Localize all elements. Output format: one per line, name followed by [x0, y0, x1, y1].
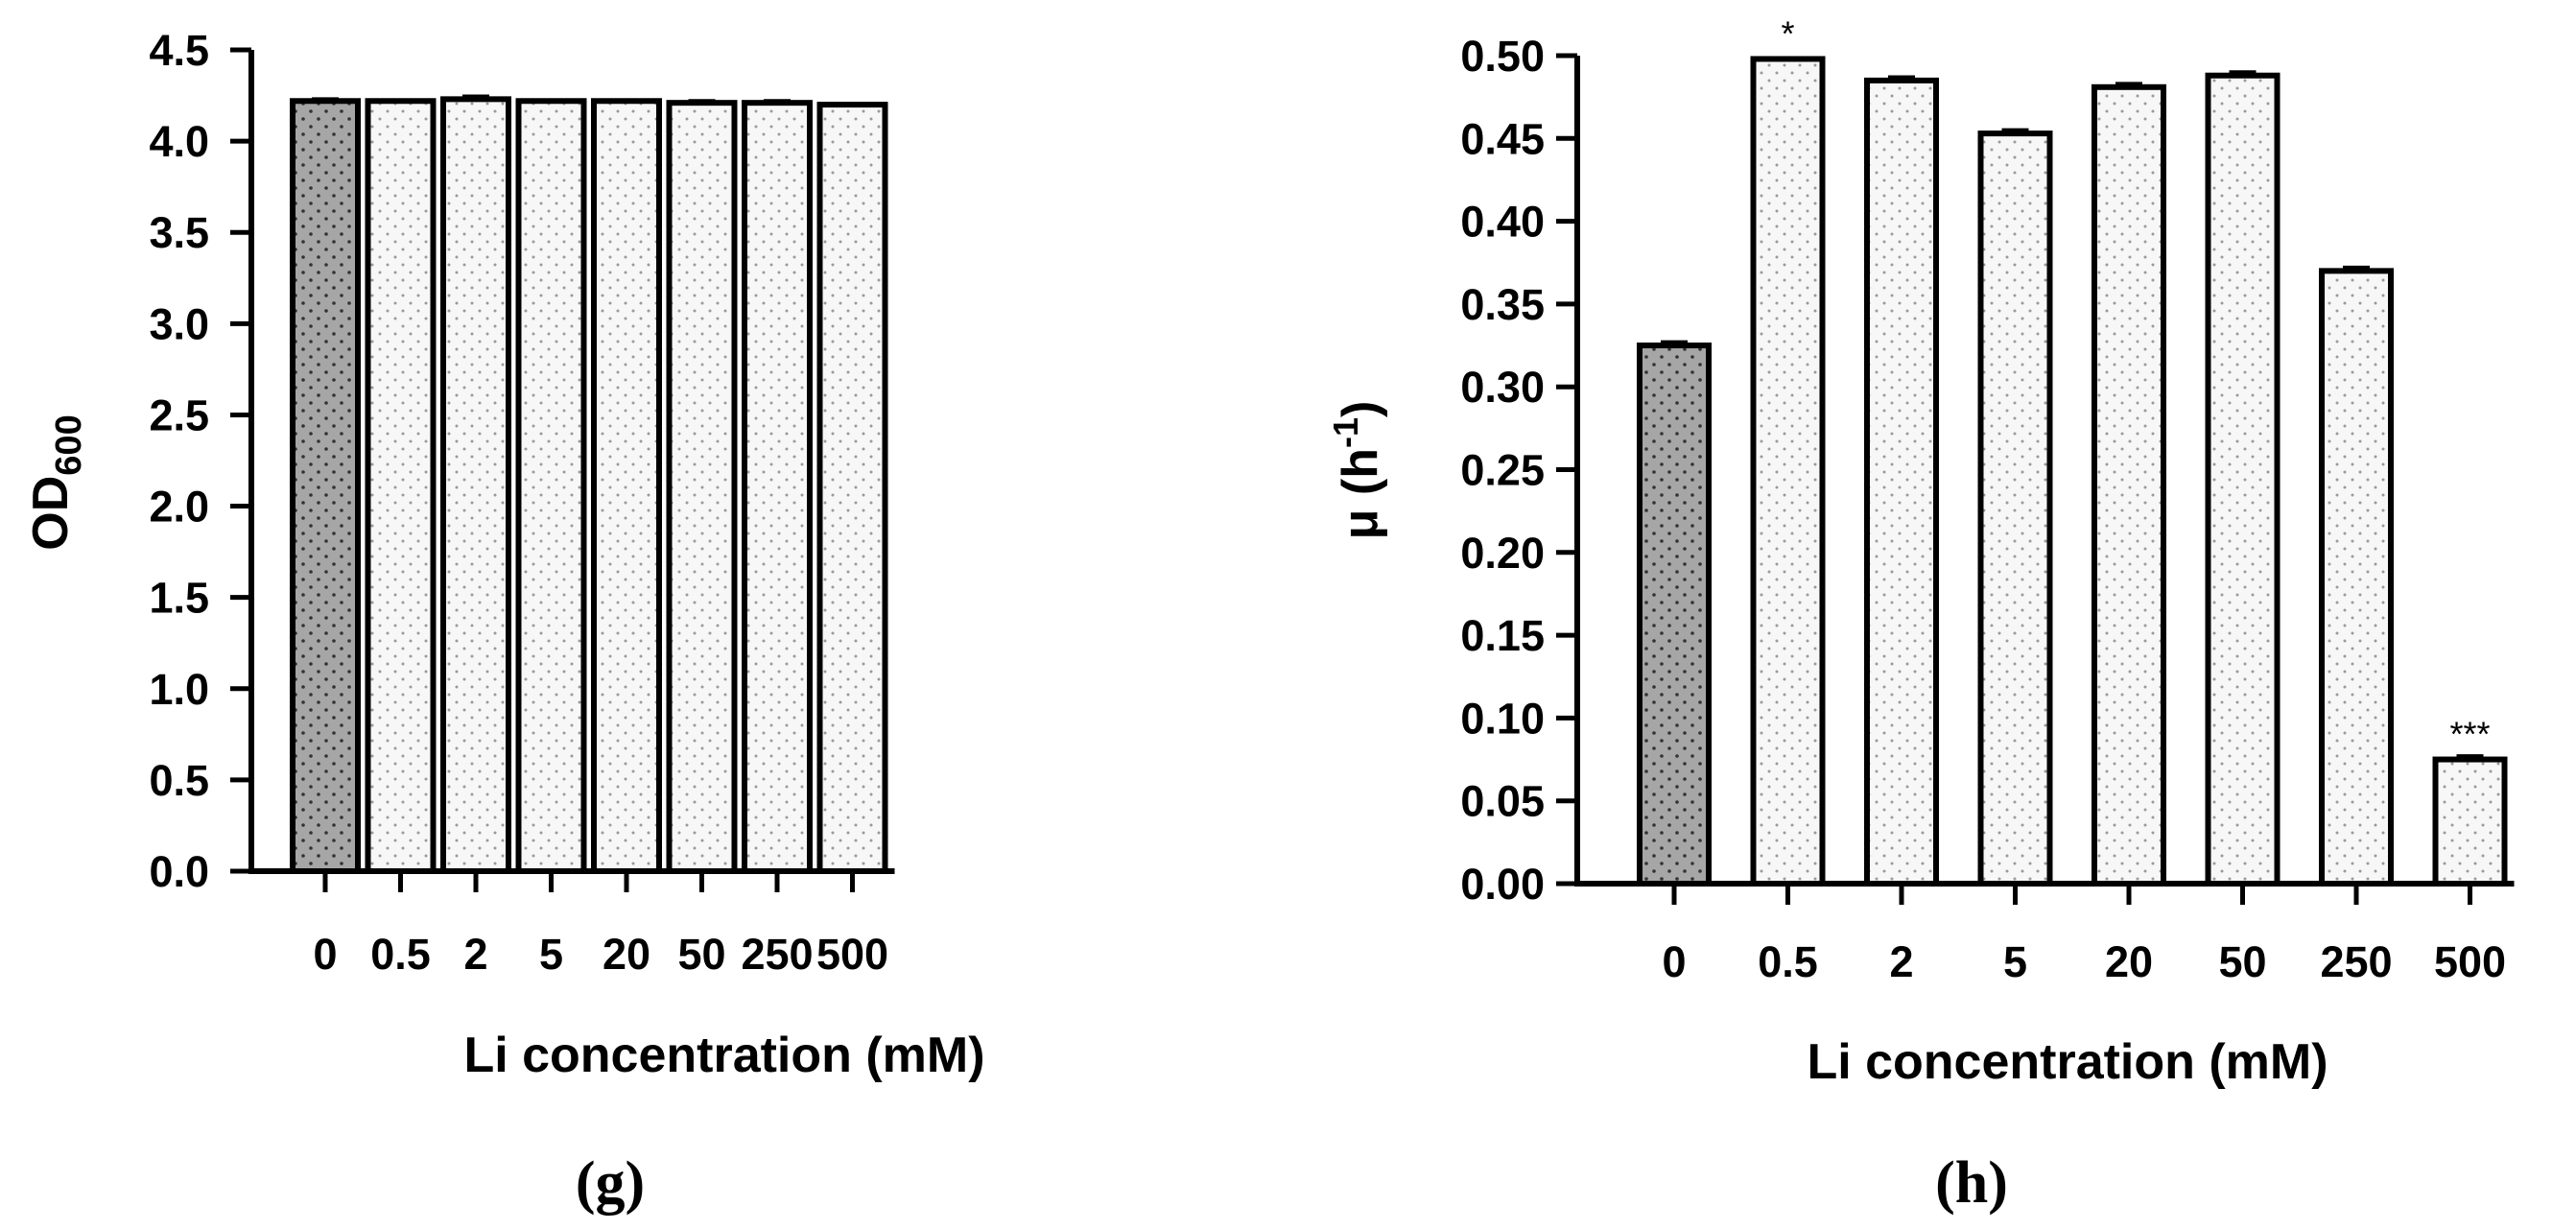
x-tick-label-h-0: 0	[1662, 937, 1686, 986]
y-tick-label-g-5: 2.5	[149, 390, 209, 439]
y-axis-title-g: OD600	[23, 414, 89, 550]
x-tick-label-g-5: 50	[677, 930, 725, 979]
y-tick-label-h-7: 0.35	[1460, 280, 1545, 329]
x-tick-label-g-6: 250	[741, 930, 813, 979]
x-tick-label-g-3: 5	[539, 930, 563, 979]
y-tick-label-h-1: 0.05	[1460, 777, 1545, 826]
y-tick-label-h-0: 0.00	[1460, 860, 1545, 909]
bar-h-250	[2319, 268, 2394, 887]
x-tick-label-h-4: 20	[2105, 937, 2153, 986]
y-tick-label-h-10: 0.50	[1460, 32, 1545, 81]
chart-panel-h: 0.00 0.05 0.10 0.15 0.20 0.25 0.30 0.35 0.40 0.45…	[1326, 13, 2515, 1216]
y-tick-label-h-3: 0.15	[1460, 611, 1545, 660]
bar-h-500	[2432, 756, 2508, 887]
bar-g-5	[515, 98, 587, 875]
bar-g-2	[440, 96, 511, 875]
bar-h-5	[1977, 130, 2053, 887]
y-axis-title-h: μ (h-1)	[1326, 401, 1388, 540]
x-tick-label-g-4: 20	[603, 930, 650, 979]
chart-panel-g: 0.0 0.5 1.0 1.5 2.0 2.5 3.0 3.5 4.0 4.5 0 0.5 2 5 20 50…	[23, 26, 985, 1216]
y-tick-label-h-2: 0.10	[1460, 694, 1545, 743]
y-tick-label-h-4: 0.20	[1460, 529, 1545, 578]
significance-h-0.5: *	[1781, 13, 1794, 53]
x-axis-title-g: Li concentration (mM)	[463, 1028, 984, 1083]
y-tick-label-g-2: 1.0	[149, 665, 209, 714]
bar-h-0.5	[1750, 56, 1826, 887]
x-tick-label-h-3: 5	[2003, 937, 2027, 986]
y-tick-label-h-9: 0.45	[1460, 114, 1545, 163]
x-tick-label-h-1: 0.5	[1758, 937, 1818, 986]
y-tick-label-g-3: 1.5	[149, 574, 209, 623]
significance-h-500: ***	[2449, 715, 2490, 754]
bar-h-50	[2205, 72, 2281, 887]
y-tick-label-g-1: 0.5	[149, 756, 209, 805]
bar-g-0	[290, 98, 361, 875]
y-tick-label-h-6: 0.30	[1460, 363, 1545, 412]
x-tick-label-h-2: 2	[1889, 937, 1913, 986]
panel-label-h: (h)	[1935, 1150, 2008, 1216]
panel-label-g: (g)	[576, 1150, 645, 1216]
plot-area-g: 0.0 0.5 1.0 1.5 2.0 2.5 3.0 3.5 4.0 4.5 0 0.5 2 5 20 50…	[149, 26, 895, 979]
bar-h-0	[1637, 343, 1712, 887]
y-axis-title-h-superscript: -1	[1326, 417, 1365, 448]
y-axis-title-g-main: OD	[23, 476, 79, 551]
y-tick-label-g-0: 0.0	[149, 847, 209, 896]
bar-h-20	[2092, 83, 2166, 887]
y-axis-title-h-tail: )	[1333, 401, 1388, 417]
plot-area-h: 0.00 0.05 0.10 0.15 0.20 0.25 0.30 0.35 0.40 0.45…	[1460, 13, 2515, 986]
x-tick-label-h-6: 250	[2320, 937, 2392, 986]
bar-g-20	[591, 98, 662, 875]
x-tick-label-g-2: 2	[463, 930, 487, 979]
y-tick-label-g-9: 4.5	[149, 26, 209, 75]
x-tick-label-h-7: 500	[2434, 937, 2506, 986]
bar-g-0.5	[365, 98, 437, 875]
x-tick-label-g-7: 500	[816, 930, 888, 979]
y-tick-label-g-8: 4.0	[149, 117, 209, 166]
y-tick-label-g-7: 3.5	[149, 208, 209, 257]
x-axis-title-h: Li concentration (mM)	[1807, 1034, 2328, 1090]
y-tick-label-g-6: 3.0	[149, 299, 209, 348]
x-tick-label-h-5: 50	[2218, 937, 2266, 986]
x-tick-label-g-0: 0	[313, 930, 337, 979]
bar-g-50	[666, 100, 738, 875]
bar-h-2	[1864, 77, 1939, 887]
y-tick-label-h-5: 0.25	[1460, 446, 1545, 495]
bar-g-250	[742, 100, 813, 875]
x-tick-label-g-1: 0.5	[370, 930, 431, 979]
y-tick-label-h-8: 0.40	[1460, 198, 1545, 247]
y-tick-label-g-4: 2.0	[149, 483, 209, 532]
y-axis-title-h-main: μ (h	[1333, 448, 1388, 539]
y-axis-title-g-subscript: 600	[49, 414, 89, 475]
bar-g-500	[816, 102, 888, 875]
